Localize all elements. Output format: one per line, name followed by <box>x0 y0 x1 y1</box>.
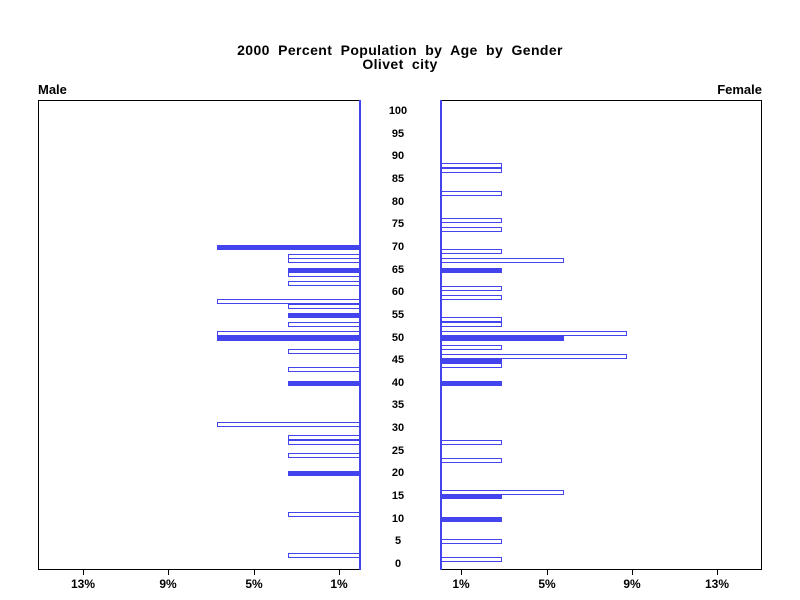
age-axis-tick-55: 55 <box>391 309 405 321</box>
male-bar-age-57 <box>288 304 360 309</box>
female-bar-age-74 <box>440 227 502 232</box>
male-bar-age-55 <box>288 313 360 318</box>
female-pct-tick-5 <box>547 570 548 575</box>
male-bar-age-43 <box>288 367 360 372</box>
male-pct-tick-1 <box>339 570 340 575</box>
age-axis-tick-50: 50 <box>391 332 405 344</box>
male-bar-age-31 <box>217 422 360 427</box>
age-axis-tick-25: 25 <box>391 445 405 457</box>
male-bar-age-27 <box>288 440 360 445</box>
age-axis-tick-45: 45 <box>391 354 405 366</box>
male-bar-age-47 <box>288 349 360 354</box>
female-panel-label: Female <box>717 82 762 97</box>
male-bar-age-67 <box>288 258 360 263</box>
age-axis-tick-15: 15 <box>391 490 405 502</box>
female-bar-age-67 <box>440 258 564 263</box>
female-pct-tick-9 <box>632 570 633 575</box>
age-axis-tick-65: 65 <box>391 264 405 276</box>
female-bar-age-69 <box>440 249 502 254</box>
age-axis-tick-80: 80 <box>391 196 405 208</box>
age-axis-tick-85: 85 <box>391 173 405 185</box>
female-bar-age-65 <box>440 268 502 273</box>
male-bar-age-65 <box>288 268 360 273</box>
male-pct-tick-9 <box>168 570 169 575</box>
male-bar-age-53 <box>288 322 360 327</box>
female-bar-age-45 <box>440 358 502 363</box>
female-bar-age-48 <box>440 345 502 350</box>
male-pct-tick-label-13: 13% <box>70 577 96 591</box>
age-axis-tick-20: 20 <box>391 467 405 479</box>
age-axis-tick-100: 100 <box>388 105 408 117</box>
male-pct-tick-label-5: 5% <box>245 577 263 591</box>
age-axis-tick-30: 30 <box>391 422 405 434</box>
female-bar-age-15 <box>440 494 502 499</box>
female-bar-age-44 <box>440 363 502 368</box>
female-pct-tick-1 <box>461 570 462 575</box>
age-axis-tick-0: 0 <box>394 558 402 570</box>
female-pct-tick-label-1: 1% <box>452 577 470 591</box>
male-axis-baseline <box>359 100 361 570</box>
age-axis-tick-5: 5 <box>394 535 402 547</box>
male-bar-age-11 <box>288 512 360 517</box>
female-pct-tick-label-5: 5% <box>538 577 556 591</box>
male-panel-label: Male <box>38 82 67 97</box>
female-bar-age-87 <box>440 168 502 173</box>
female-bar-age-50 <box>440 336 564 341</box>
age-axis-tick-70: 70 <box>391 241 405 253</box>
female-pct-tick-label-13: 13% <box>704 577 730 591</box>
male-bar-age-50 <box>217 336 360 341</box>
male-bar-age-2 <box>288 553 360 558</box>
age-axis-tick-40: 40 <box>391 377 405 389</box>
female-bar-age-10 <box>440 517 502 522</box>
female-bar-age-23 <box>440 458 502 463</box>
male-pct-tick-label-9: 9% <box>159 577 177 591</box>
age-axis-tick-10: 10 <box>391 513 405 525</box>
age-axis-tick-90: 90 <box>391 150 405 162</box>
age-axis-tick-95: 95 <box>391 128 405 140</box>
male-bar-age-70 <box>217 245 360 250</box>
female-bar-age-1 <box>440 557 502 562</box>
chart-subtitle: Olivet city <box>362 56 438 72</box>
male-bar-age-40 <box>288 381 360 386</box>
female-bar-age-61 <box>440 286 502 291</box>
female-bar-age-53 <box>440 322 502 327</box>
male-bar-age-24 <box>288 453 360 458</box>
male-bar-age-64 <box>288 272 360 277</box>
female-axis-baseline <box>440 100 442 570</box>
female-bar-age-40 <box>440 381 502 386</box>
age-axis-tick-75: 75 <box>391 218 405 230</box>
male-pct-tick-5 <box>254 570 255 575</box>
female-bar-age-59 <box>440 295 502 300</box>
female-bar-age-27 <box>440 440 502 445</box>
female-bar-age-82 <box>440 191 502 196</box>
female-bar-age-5 <box>440 539 502 544</box>
male-pct-tick-13 <box>83 570 84 575</box>
female-bar-age-76 <box>440 218 502 223</box>
male-pct-tick-label-1: 1% <box>330 577 348 591</box>
female-pct-tick-label-9: 9% <box>623 577 641 591</box>
male-bar-age-62 <box>288 281 360 286</box>
female-pct-tick-13 <box>717 570 718 575</box>
male-bar-age-20 <box>288 471 360 476</box>
age-axis-tick-60: 60 <box>391 286 405 298</box>
age-axis-tick-35: 35 <box>391 399 405 411</box>
chart-title: 2000 Percent Population by Age by Gender <box>237 42 563 58</box>
